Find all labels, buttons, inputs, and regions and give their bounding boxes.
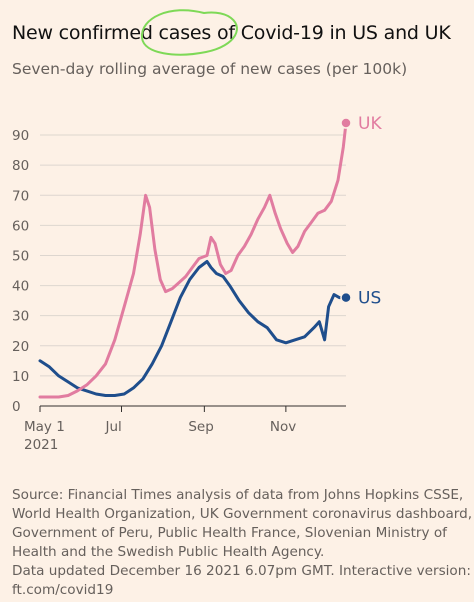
series-lines (38, 121, 348, 399)
y-tick-label: 90 (12, 128, 29, 144)
footnote-line: World Health Organization, UK Government… (12, 506, 473, 522)
chart-subtitle: Seven-day rolling average of new cases (… (12, 60, 408, 78)
x-tick-label: Jul (105, 419, 122, 435)
grid-lines (40, 134, 346, 377)
annotation-circle (140, 9, 238, 56)
axes: 0 10 20 30 40 50 60 70 80 90 May 1 2021 Jul Sep Nov (12, 128, 346, 453)
y-tick-label: 0 (12, 399, 21, 415)
footnote-line: Source: Financial Times analysis of data… (12, 487, 464, 503)
footnote-line: Data updated December 16 2021 6.07pm GMT… (12, 563, 471, 579)
source-footnote: Source: Financial Times analysis of data… (12, 486, 473, 600)
x-tick-label: Sep (188, 419, 213, 435)
footnote-line: Health and the Swedish Public Health Age… (12, 544, 325, 560)
series-line-us (38, 260, 348, 397)
series-label-uk: UK (358, 114, 382, 134)
x-tick-label: Nov (270, 419, 296, 435)
y-tick-label: 70 (12, 188, 29, 204)
y-tick-label: 60 (12, 218, 29, 234)
series-line-uk (38, 121, 348, 399)
x-tick-label: May 1 (24, 419, 65, 435)
series-endpoint-uk (340, 117, 352, 129)
y-tick-label: 80 (12, 158, 29, 174)
y-tick-label: 20 (12, 339, 29, 355)
series-endpoint-us (340, 291, 352, 304)
line-chart: 0 10 20 30 40 50 60 70 80 90 May 1 2021 Jul Sep Nov US… (12, 9, 382, 453)
footnote-line: ft.com/covid19 (12, 582, 114, 598)
footnote-line: Government of Peru, Public Health France… (12, 525, 447, 541)
series-label-us: US (358, 289, 381, 309)
series-labels: US UK (340, 114, 382, 309)
y-tick-label: 40 (12, 279, 29, 295)
y-tick-label: 50 (12, 248, 29, 264)
x-tick-sublabel: 2021 (24, 437, 58, 453)
y-tick-label: 30 (12, 309, 29, 325)
y-tick-label: 10 (12, 369, 29, 385)
chart-title: New confirmed cases of Covid-19 in US an… (12, 22, 451, 44)
